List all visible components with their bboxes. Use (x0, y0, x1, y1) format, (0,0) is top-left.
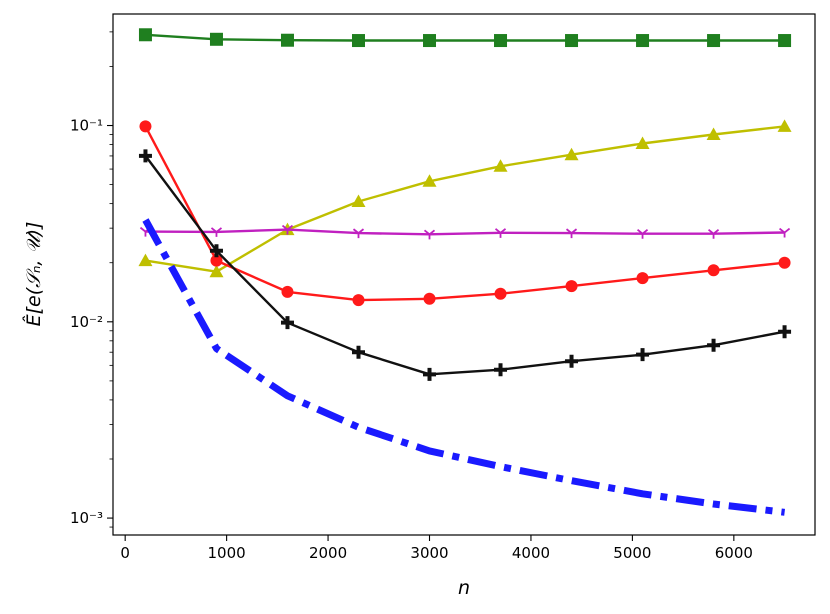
data-point-plus (209, 244, 223, 258)
x-tick-label: 4000 (512, 544, 550, 562)
tick-layer: 0 1000 2000 3000 4000 5000 6000 10⁻³ 10⁻² 10⁻¹ (70, 31, 753, 562)
data-point-circle (707, 264, 720, 277)
data-point-circle (210, 254, 223, 267)
series-line (144, 155, 785, 376)
data-point-plus (778, 325, 792, 339)
x-tick-label: 5000 (613, 544, 651, 562)
data-point-plus (565, 354, 579, 368)
y-tick-label: 10⁻¹ (70, 117, 103, 135)
y-axis-label: Ê[e(𝒮ₙ, 𝒰)] (22, 222, 45, 327)
data-point-plus (636, 348, 650, 362)
series-line (145, 125, 785, 273)
data-point-square (351, 34, 365, 48)
data-point-tri-down (494, 228, 507, 238)
series-line (145, 33, 785, 42)
data-point-circle (778, 256, 791, 269)
data-point-square (138, 28, 152, 42)
plot-frame (112, 13, 816, 536)
data-point-square (423, 34, 437, 48)
data-point-triangle (422, 174, 437, 187)
data-point-triangle (706, 127, 721, 141)
data-point-plus (423, 367, 437, 381)
data-point-triangle (777, 119, 792, 132)
data-point-tri-down (707, 229, 720, 239)
x-tick-label: 2000 (309, 544, 347, 562)
x-axis-label: n (458, 577, 470, 599)
x-tick-label: 0 (120, 544, 130, 562)
data-point-square (565, 34, 579, 48)
data-point-tri-down (423, 229, 436, 240)
series-1 (138, 28, 792, 48)
data-point-circle (423, 292, 436, 305)
y-tick-label: 10⁻³ (70, 509, 103, 527)
series-6 (142, 218, 786, 516)
data-point-circle (494, 287, 507, 300)
data-point-plus (351, 345, 365, 359)
data-point-circle (636, 272, 649, 285)
data-point-square (209, 32, 223, 46)
data-point-triangle (564, 147, 579, 161)
x-tick-label: 1000 (208, 544, 246, 562)
data-point-square (636, 34, 650, 48)
series-3 (139, 120, 791, 307)
series-4 (139, 224, 791, 240)
data-point-circle (352, 294, 365, 307)
y-tick-label: 10⁻² (70, 313, 103, 331)
data-point-plus (280, 316, 294, 330)
data-point-circle (139, 120, 152, 133)
data-point-plus (707, 338, 721, 352)
data-point-plus (138, 149, 152, 163)
series-layer (138, 28, 792, 516)
x-tick-label: 6000 (715, 544, 753, 562)
data-point-tri-down (210, 227, 223, 237)
data-point-square (707, 34, 721, 48)
data-point-triangle (493, 159, 508, 172)
series-5 (138, 149, 792, 381)
data-point-triangle (635, 136, 650, 149)
data-point-tri-down (779, 227, 791, 238)
data-point-tri-down (352, 228, 365, 239)
data-point-tri-down (565, 228, 578, 239)
data-point-triangle (351, 194, 366, 208)
data-point-circle (565, 280, 578, 293)
series-2 (138, 119, 792, 278)
data-point-square (494, 34, 508, 48)
data-point-circle (281, 285, 294, 298)
series-line (145, 228, 785, 236)
data-point-tri-down (281, 224, 294, 235)
data-point-square (280, 33, 294, 47)
series-line (144, 125, 785, 302)
data-point-triangle (138, 253, 153, 267)
data-point-plus (494, 363, 508, 377)
data-point-square (778, 34, 792, 48)
data-point-triangle (209, 264, 224, 278)
series-line (142, 218, 786, 516)
data-point-tri-down (636, 229, 649, 239)
x-tick-label: 3000 (410, 544, 448, 562)
